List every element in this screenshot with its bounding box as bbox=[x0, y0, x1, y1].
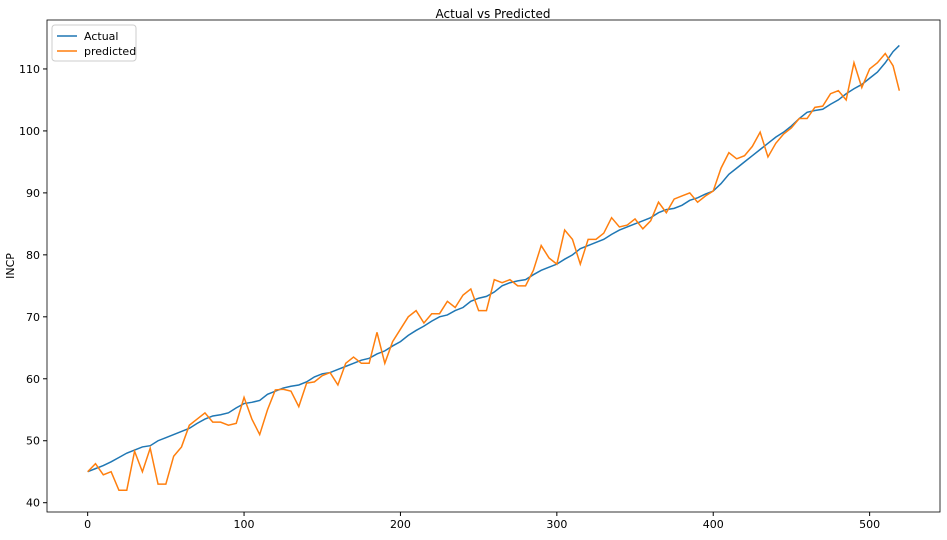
y-tick-label: 80 bbox=[26, 249, 40, 262]
y-tick-label: 90 bbox=[26, 187, 40, 200]
x-tick-label: 200 bbox=[390, 518, 411, 531]
y-tick-label: 70 bbox=[26, 311, 40, 324]
x-tick-label: 0 bbox=[84, 518, 91, 531]
y-tick-label: 100 bbox=[19, 125, 40, 138]
x-tick-label: 100 bbox=[234, 518, 255, 531]
y-tick-label: 110 bbox=[19, 63, 40, 76]
y-tick-label: 40 bbox=[26, 497, 40, 510]
data-line bbox=[87, 52, 901, 492]
legend-label: predicted bbox=[84, 45, 136, 58]
y-axis-label: INCP bbox=[4, 253, 17, 279]
x-tick-label: 300 bbox=[546, 518, 567, 531]
x-tick-label: 400 bbox=[703, 518, 724, 531]
legend-box bbox=[51, 24, 137, 62]
y-tick-label: 50 bbox=[26, 435, 40, 448]
chart-title: Actual vs Predicted bbox=[436, 7, 551, 21]
y-tick-label: 60 bbox=[26, 373, 40, 386]
data-line bbox=[87, 44, 900, 473]
plot-frame bbox=[46, 19, 941, 513]
x-tick-label: 500 bbox=[859, 518, 880, 531]
legend-label: Actual bbox=[84, 30, 118, 43]
